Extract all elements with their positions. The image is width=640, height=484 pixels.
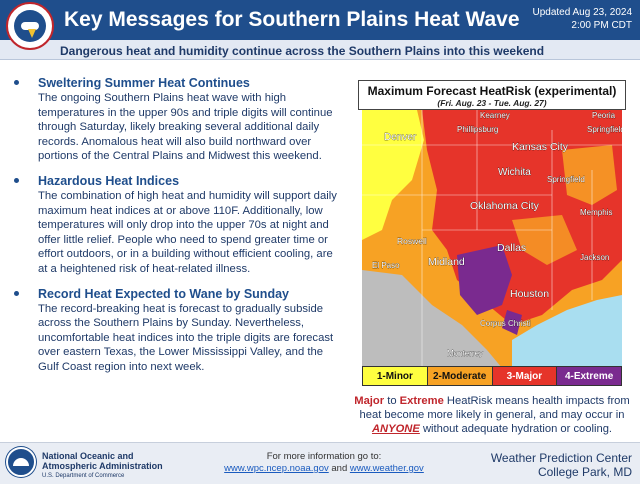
heatrisk-map-panel: Maximum Forecast HeatRisk (experimental)… xyxy=(352,80,632,386)
legend-item-extreme: 4-Extreme xyxy=(557,367,621,385)
page-subtitle: Dangerous heat and humidity continue acr… xyxy=(60,44,545,58)
noaa-name: National Oceanic and Atmospheric Adminis… xyxy=(42,451,163,481)
weather-gov-link[interactable]: www.weather.gov xyxy=(349,463,424,474)
key-message: Record Heat Expected to Wane by Sunday T… xyxy=(14,287,344,375)
map-title: Maximum Forecast HeatRisk (experimental) xyxy=(367,84,617,98)
city-label: Dallas xyxy=(497,242,526,254)
noaa-logo-icon xyxy=(6,447,36,477)
map-date-range: (Fri. Aug. 23 - Tue. Aug. 27) xyxy=(437,98,547,108)
city-label: Springfield xyxy=(547,175,585,184)
note-end: without adequate hydration or cooling. xyxy=(419,423,613,435)
updated-time: 2:00 PM CDT xyxy=(571,20,632,31)
key-message-title: Sweltering Summer Heat Continues xyxy=(38,76,250,90)
key-message-body: The record-breaking heat is forecast to … xyxy=(38,302,334,373)
city-label: Houston xyxy=(510,288,549,300)
key-messages: Sweltering Summer Heat Continues The ong… xyxy=(14,76,344,385)
city-label: Springfield xyxy=(587,125,622,134)
heatrisk-note: Major to Extreme HeatRisk means health i… xyxy=(350,394,634,436)
key-message: Sweltering Summer Heat Continues The ong… xyxy=(14,76,344,164)
bullet-icon xyxy=(14,177,19,183)
wpc-location: College Park, MD xyxy=(537,465,632,479)
city-label: Monterrey xyxy=(447,349,483,358)
header-bar: Key Messages for Southern Plains Heat Wa… xyxy=(0,0,640,40)
note-major: Major xyxy=(354,395,385,407)
wpc-credit: Weather Prediction Center College Park, … xyxy=(491,451,632,479)
updated-timestamp: Updated Aug 23, 2024 2:00 PM CDT xyxy=(532,6,632,32)
nws-logo-icon xyxy=(6,2,54,50)
more-info: For more information go to: www.wpc.ncep… xyxy=(224,451,424,475)
note-anyone: ANYONE xyxy=(371,423,420,435)
legend-item-major: 3-Major xyxy=(492,367,558,385)
map-title-box: Maximum Forecast HeatRisk (experimental)… xyxy=(358,80,626,110)
city-label: Kearney xyxy=(480,111,510,120)
city-label: Denver xyxy=(384,132,417,143)
city-label: El Paso xyxy=(372,261,400,270)
city-label: Roswell xyxy=(397,236,427,246)
city-label: Kansas City xyxy=(512,141,569,153)
note-mid: HeatRisk means health impacts from heat … xyxy=(359,395,630,421)
subtitle-bar: Dangerous heat and humidity continue acr… xyxy=(0,40,640,60)
noaa-name-line1: National Oceanic and xyxy=(42,451,134,461)
wpc-name: Weather Prediction Center xyxy=(490,451,632,465)
city-label: Midland xyxy=(428,256,465,268)
footer: National Oceanic and Atmospheric Adminis… xyxy=(0,442,640,484)
key-message-title: Hazardous Heat Indices xyxy=(38,173,180,188)
updated-date: Updated Aug 23, 2024 xyxy=(532,7,632,18)
link-and: and xyxy=(328,463,350,474)
city-label: Phillipsburg xyxy=(457,125,498,134)
city-label: Oklahoma City xyxy=(470,200,540,212)
city-label: Memphis xyxy=(580,208,612,217)
noaa-dept: U.S. Department of Commerce xyxy=(42,473,125,479)
key-message-title: Record Heat Expected to Wane by Sunday xyxy=(38,286,289,301)
wpc-link[interactable]: www.wpc.ncep.noaa.gov xyxy=(224,463,329,474)
key-message-body: The ongoing Southern Plains heat wave wi… xyxy=(38,92,333,163)
city-label: Wichita xyxy=(498,167,531,178)
key-message: Hazardous Heat Indices The combination o… xyxy=(14,174,344,277)
legend-item-moderate: 2-Moderate xyxy=(427,367,493,385)
heatrisk-map: Kearney Phillipsburg Peoria Springfield … xyxy=(362,110,622,368)
noaa-name-line2: Atmospheric Administration xyxy=(42,461,163,471)
legend-item-minor: 1-Minor xyxy=(363,367,428,385)
bullet-icon xyxy=(14,80,19,85)
heatrisk-legend: 1-Minor 2-Moderate 3-Major 4-Extreme xyxy=(362,366,622,386)
note-to: to xyxy=(384,395,400,407)
bullet-icon xyxy=(14,290,19,296)
note-extreme: Extreme xyxy=(399,395,444,407)
key-message-body: The combination of high heat and humidit… xyxy=(38,189,337,275)
city-label: Peoria xyxy=(592,111,616,120)
city-label: Corpus Christi xyxy=(480,319,531,328)
page-title: Key Messages for Southern Plains Heat Wa… xyxy=(64,8,520,31)
city-label: Jackson xyxy=(580,253,609,262)
more-info-label: For more information go to: xyxy=(266,451,382,462)
